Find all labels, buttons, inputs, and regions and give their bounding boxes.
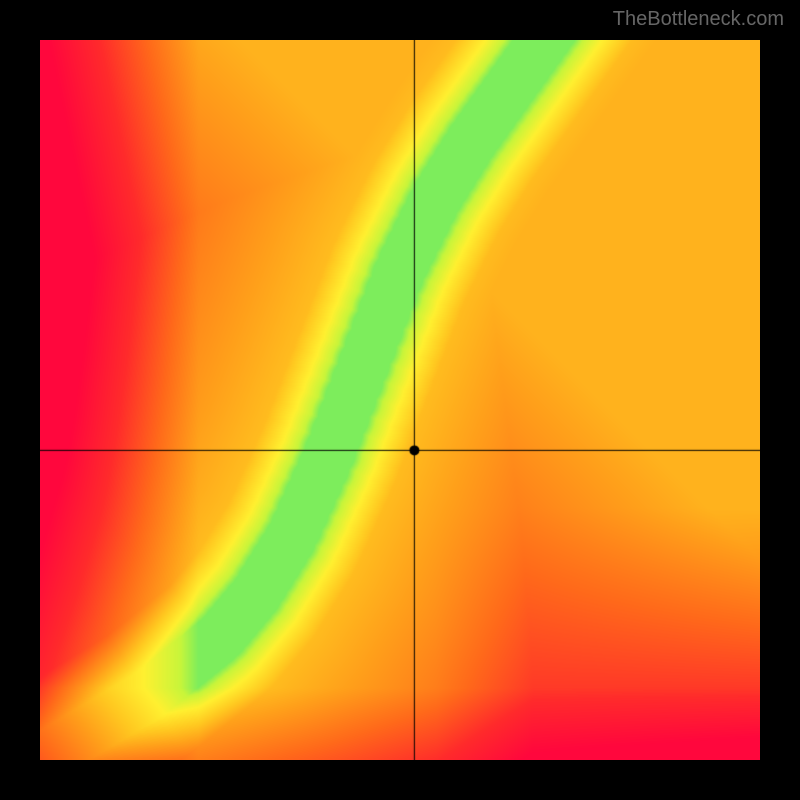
- watermark-text: TheBottleneck.com: [613, 8, 784, 31]
- heatmap-canvas: [40, 40, 760, 760]
- heatmap-plot: [40, 40, 760, 760]
